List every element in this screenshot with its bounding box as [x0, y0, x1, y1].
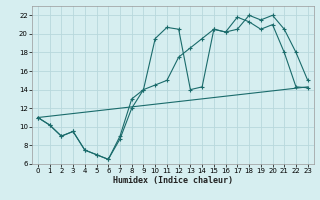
X-axis label: Humidex (Indice chaleur): Humidex (Indice chaleur) — [113, 176, 233, 185]
